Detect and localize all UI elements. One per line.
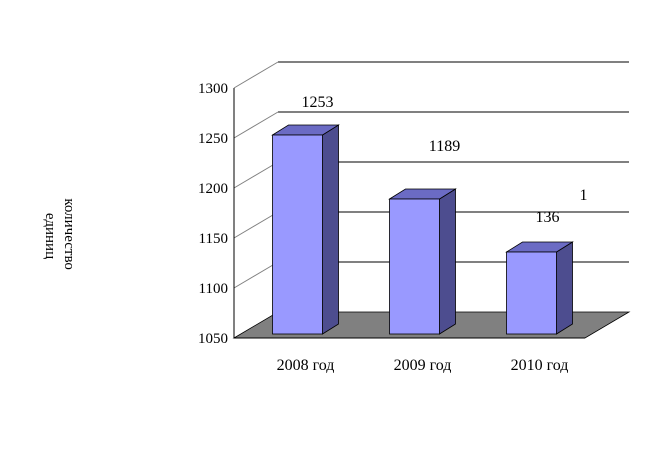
bar-side [439, 188, 456, 335]
x-tick-label: 2009 год [394, 357, 452, 374]
gridline-side [233, 61, 279, 89]
bar-front [272, 134, 323, 335]
bar-2009-год [388, 188, 457, 335]
y-tick-label: 1100 [199, 281, 228, 297]
y-tick-label: 1300 [198, 81, 228, 97]
y-tick-label: 1200 [198, 181, 228, 197]
y-tick-label: 1050 [198, 331, 228, 347]
data-label: 1189 [429, 138, 460, 155]
bar-2010-год [505, 241, 574, 335]
data-label: 1 [580, 187, 588, 204]
gridline-side [233, 211, 279, 239]
y-tick-label: 1250 [198, 131, 228, 147]
y-tick-label: 1150 [199, 231, 228, 247]
bar-side [322, 124, 339, 335]
bar-side [556, 241, 573, 335]
bar-2008-год [271, 124, 340, 335]
y-axis-label-line-1: количество [61, 198, 77, 270]
y-axis-label-line-2: единиц [42, 213, 58, 259]
x-tick-label: 2010 год [511, 357, 569, 374]
gridline-side [233, 111, 279, 139]
gridline-side [233, 161, 279, 189]
data-label: 1253 [302, 94, 334, 111]
gridline-side [233, 261, 279, 289]
y-axis-label: количество единиц [42, 198, 77, 273]
bar-front [389, 198, 440, 335]
x-tick-label: 2008 год [277, 357, 335, 374]
data-label: 136 [536, 209, 560, 226]
bar-front [506, 251, 557, 335]
